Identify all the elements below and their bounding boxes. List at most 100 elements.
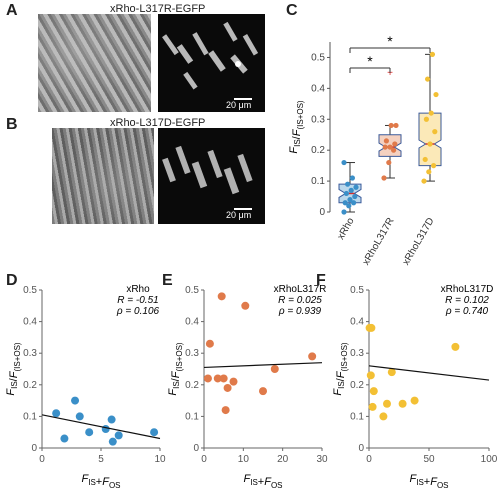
- panel-letter-d: D: [6, 272, 18, 289]
- y-tick-label: 0.2: [185, 380, 199, 391]
- data-point: [429, 51, 435, 57]
- y-tick-label: 0.3: [311, 114, 325, 125]
- data-point: [426, 169, 432, 175]
- data-point: [343, 190, 349, 197]
- data-point: [433, 91, 439, 98]
- data-point: [428, 110, 434, 116]
- y-axis-label: FIS/F(IS+OS): [288, 100, 305, 154]
- data-point: [382, 144, 388, 150]
- y-axis-label: FIS/F(IS+OS): [5, 342, 22, 396]
- x-tick-label: 5: [98, 454, 104, 465]
- box-plot-c: 0 0.1 0.2 0.3 0.4 0.5 FIS/F(IS+OS) xRho + xRhoL31…: [288, 33, 442, 267]
- plot-title: xRho: [126, 284, 150, 295]
- data-point: [383, 138, 389, 144]
- scale-bar-a: [234, 98, 252, 100]
- x-tick-label: 50: [423, 454, 435, 465]
- data-point: [352, 193, 358, 200]
- y-tick-label: 0.5: [350, 285, 364, 296]
- y-tick-label: 0.5: [23, 285, 37, 296]
- fluorescence-pattern-b: [162, 145, 253, 195]
- data-point: [213, 374, 222, 383]
- data-point: [383, 399, 391, 408]
- data-point: [391, 147, 397, 153]
- y-tick-label: 0.1: [185, 411, 199, 422]
- data-point: [410, 396, 419, 405]
- data-point: [387, 144, 393, 150]
- data-point: [451, 342, 460, 351]
- y-tick-label: 0.4: [23, 317, 37, 328]
- data-point: [348, 187, 354, 193]
- data-point: [60, 434, 69, 443]
- data-point: [351, 200, 357, 206]
- data-point: [203, 374, 212, 383]
- data-point: [432, 129, 438, 135]
- x-tick-label: 0: [366, 454, 372, 465]
- x-tick-label: 30: [316, 454, 328, 465]
- plot-title: xRhoL317R: [274, 284, 327, 295]
- data-point: [101, 425, 110, 434]
- scale-label-a: 20 μm: [226, 100, 252, 110]
- brightfield-image-b: [52, 128, 154, 224]
- plot-title: xRhoL317D: [441, 284, 494, 295]
- category-label: xRhoL317R: [361, 216, 397, 267]
- data-point: [150, 428, 159, 437]
- data-point: [387, 368, 396, 377]
- data-point: [388, 122, 394, 129]
- data-point: [341, 159, 347, 166]
- y-tick-label: 0.3: [23, 348, 37, 359]
- data-point: [85, 428, 94, 437]
- data-point: [108, 437, 117, 446]
- image-title-b: xRho-L317D-EGFP: [110, 117, 206, 129]
- data-point: [398, 399, 407, 408]
- x-tick-label: 0: [201, 454, 207, 465]
- data-point: [270, 365, 279, 373]
- y-tick-label: 0.1: [23, 411, 37, 422]
- y-tick-label: 0.2: [23, 380, 37, 391]
- data-point: [381, 175, 387, 181]
- data-point: [223, 383, 232, 392]
- scale-label-b: 20 μm: [226, 210, 252, 220]
- y-axis-label: FIS/F(IS+OS): [332, 342, 349, 396]
- y-tick-label: 0.1: [311, 176, 325, 187]
- x-tick-label: 10: [154, 454, 166, 465]
- significance-star: *: [387, 33, 393, 49]
- panel-letter-b: B: [6, 116, 18, 133]
- data-point: [75, 412, 84, 421]
- data-point: [368, 402, 377, 411]
- data-point: [342, 200, 348, 206]
- y-tick-label: 0.4: [311, 83, 325, 94]
- outlier-marker: +: [387, 68, 393, 79]
- data-point: [425, 76, 431, 82]
- y-tick-label: 0.4: [350, 317, 364, 328]
- data-point: [379, 412, 388, 421]
- data-point: [367, 323, 376, 332]
- panel-letter-c: C: [286, 2, 298, 19]
- y-tick-label: 0.3: [350, 348, 364, 359]
- data-point: [347, 197, 353, 203]
- x-axis-label: FIS+FOS: [81, 473, 120, 490]
- significance-star: *: [367, 53, 373, 69]
- fluorescence-pattern-a: [162, 21, 259, 90]
- data-point: [71, 396, 80, 405]
- data-point: [205, 339, 214, 348]
- fluorescence-image-b: 20 μm: [158, 128, 265, 224]
- regression-line: [41, 414, 161, 440]
- p-value: ρ = 0.106: [116, 306, 160, 317]
- x-tick-label: 100: [481, 454, 498, 465]
- y-tick-label: 0.4: [185, 317, 199, 328]
- data-point: [386, 159, 392, 166]
- x-axis-label: FIS+FOS: [243, 473, 282, 490]
- data-point: [259, 387, 267, 396]
- data-point: [219, 374, 228, 383]
- panel-letter-f: F: [316, 272, 326, 289]
- data-point: [393, 122, 399, 129]
- regression-line: [203, 362, 323, 369]
- data-point: [345, 181, 351, 187]
- data-point: [341, 209, 347, 215]
- y-axis-label: FIS/F(IS+OS): [167, 342, 184, 396]
- data-point: [369, 387, 378, 396]
- data-point: [353, 184, 359, 190]
- y-tick-label: 0.5: [185, 285, 199, 296]
